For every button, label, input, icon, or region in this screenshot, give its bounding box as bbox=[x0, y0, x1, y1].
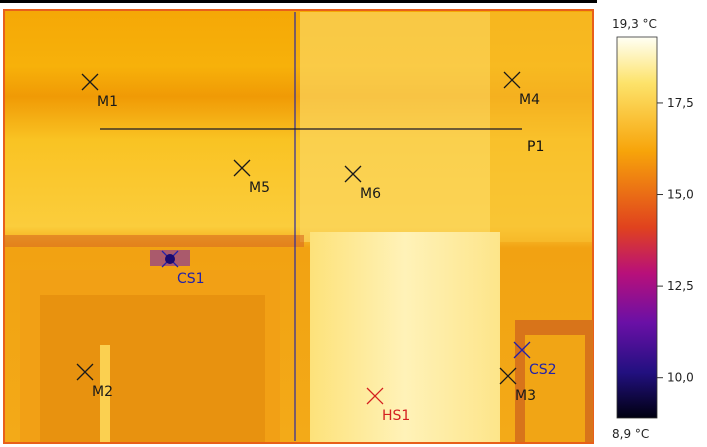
marker: M5 bbox=[233, 159, 270, 196]
marker-label: M6 bbox=[360, 186, 381, 202]
marker: CS1 bbox=[161, 250, 205, 287]
colorbar-tick-label: 10,0 bbox=[667, 371, 694, 385]
marker: HS1 bbox=[366, 387, 410, 424]
colorbar-tick-label: 12,5 bbox=[667, 279, 694, 293]
marker: CS2 bbox=[513, 341, 557, 378]
marker-label: CS1 bbox=[177, 271, 205, 287]
marker: M1 bbox=[81, 73, 118, 110]
marker-label: M3 bbox=[515, 388, 536, 404]
marker: M3 bbox=[499, 367, 536, 404]
marker: M2 bbox=[76, 363, 113, 400]
cold-spot bbox=[165, 254, 175, 264]
marker-cross bbox=[81, 73, 99, 91]
marker-cross bbox=[499, 367, 517, 385]
marker-cross bbox=[233, 159, 251, 177]
marker: M6 bbox=[344, 165, 381, 202]
colorbar: 19,3 °C 8,9 °C 17,5 15,0 12,5 10,0 bbox=[612, 17, 694, 441]
marker-label: M1 bbox=[97, 94, 118, 110]
marker-label: HS1 bbox=[382, 408, 410, 424]
marker-label: M5 bbox=[249, 180, 270, 196]
thermal-image: P1 bbox=[0, 0, 597, 444]
profile-label: P1 bbox=[527, 139, 544, 155]
colorbar-tick-label: 15,0 bbox=[667, 188, 694, 202]
marker-cross bbox=[76, 363, 94, 381]
colorbar-tick-label: 17,5 bbox=[667, 96, 694, 110]
marker-cross bbox=[513, 341, 531, 359]
marker-cross bbox=[366, 387, 384, 405]
marker-cross bbox=[503, 71, 521, 89]
marker-label: CS2 bbox=[529, 362, 557, 378]
colorbar-max: 19,3 °C bbox=[612, 17, 657, 31]
marker-label: M2 bbox=[92, 384, 113, 400]
marker-cross bbox=[344, 165, 362, 183]
colorbar-min: 8,9 °C bbox=[612, 427, 649, 441]
marker-label: M4 bbox=[519, 92, 540, 108]
marker: M4 bbox=[503, 71, 540, 108]
